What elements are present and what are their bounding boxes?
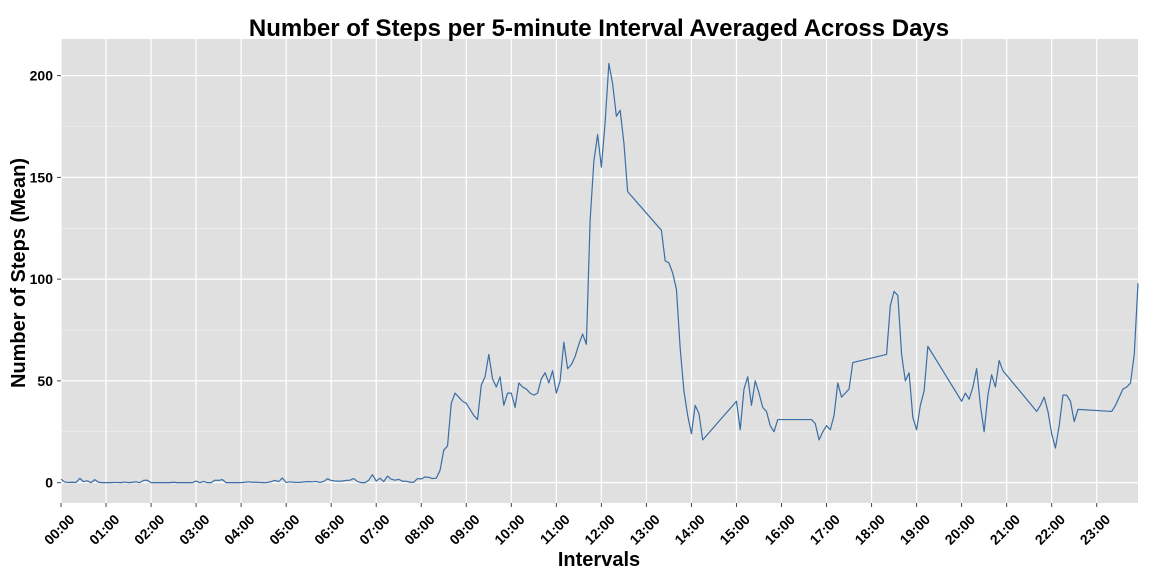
plot-panel	[61, 39, 1138, 503]
y-tick-label: 100	[30, 271, 54, 287]
y-tick-label: 50	[37, 373, 53, 389]
series-line	[60, 62, 1139, 484]
y-tick-label: 150	[30, 169, 54, 185]
y-tick-label: 200	[30, 68, 54, 84]
y-axis-title: Number of Steps (Mean)	[8, 158, 30, 388]
chart-title: Number of Steps per 5-minute Interval Av…	[249, 15, 949, 42]
y-axis-ticks: 0 50 100 150 200	[30, 68, 61, 491]
grid-lines	[60, 39, 1138, 503]
series-layer	[60, 62, 1139, 484]
x-axis-title: Intervals	[558, 549, 640, 571]
y-tick-label: 0	[45, 475, 53, 491]
x-axis-ticks: 00:00 01:00 02:00 03:00 04:00 05:00 06:00 07:00…	[41, 503, 1113, 548]
